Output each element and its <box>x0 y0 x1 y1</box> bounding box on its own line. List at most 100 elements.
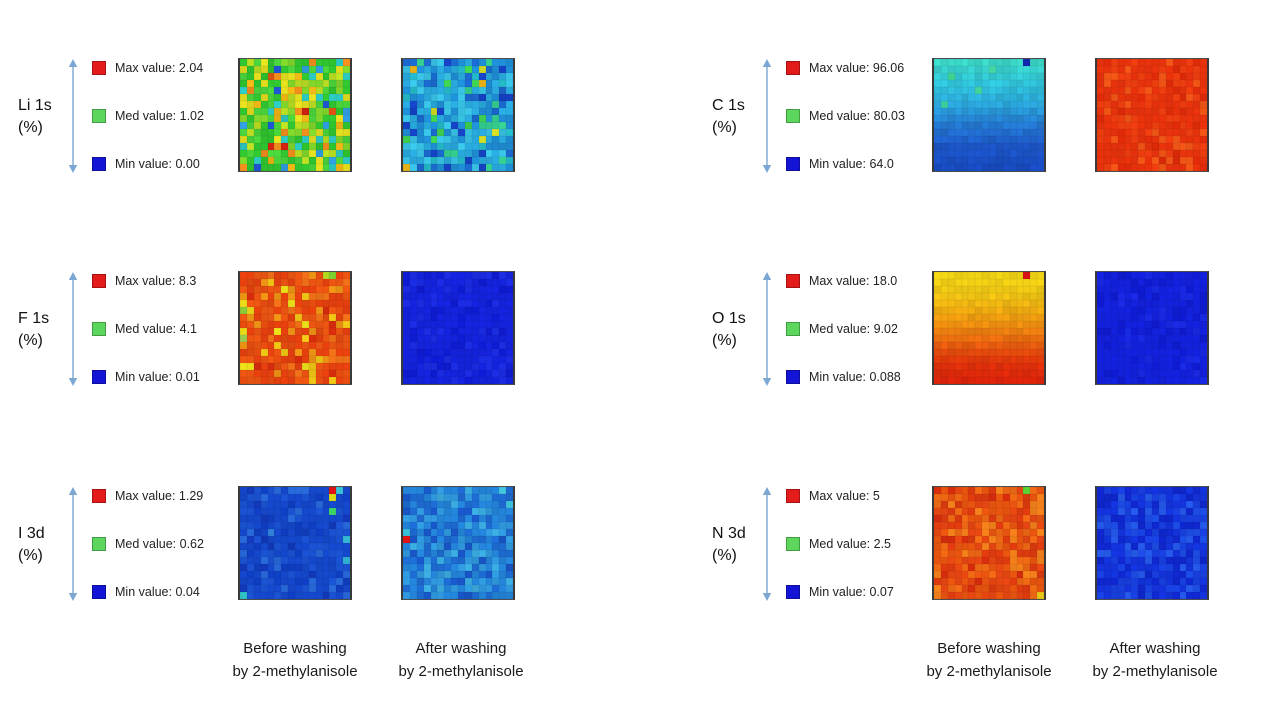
heatmap-cell <box>485 377 493 384</box>
heatmap-cell <box>1200 122 1207 129</box>
heatmap-cell <box>437 564 445 571</box>
heatmap-cell <box>471 286 479 293</box>
heatmap-cell <box>336 307 344 314</box>
heatmap-cell <box>1158 508 1166 515</box>
heatmap-cell <box>506 164 513 171</box>
heatmap-cell <box>954 66 962 73</box>
heatmap-cell <box>329 550 337 557</box>
heatmap-cell <box>1179 286 1187 293</box>
heatmap-cell <box>1009 356 1017 363</box>
heatmap-cell <box>1117 143 1125 150</box>
heatmap-cell <box>423 592 431 599</box>
heatmap-cell <box>968 363 976 370</box>
heatmap-cell <box>478 73 486 80</box>
heatmap-cell <box>409 80 417 87</box>
heatmap-cell <box>274 87 282 94</box>
heatmap-cell <box>1186 508 1194 515</box>
heatmap-cell <box>982 501 989 508</box>
heatmap-cell <box>464 349 472 356</box>
heatmap-cell <box>989 550 996 557</box>
heatmap-cell <box>499 515 507 522</box>
heatmap-cell <box>1110 370 1118 377</box>
heatmap-cell <box>1200 157 1207 164</box>
heatmap-cell <box>308 129 316 136</box>
heatmap-cell <box>403 115 410 122</box>
heatmap-cell <box>253 342 261 349</box>
heatmap-cell <box>471 494 479 501</box>
heatmap-cell <box>1131 494 1139 501</box>
heatmap-cell <box>1179 143 1187 150</box>
heatmap-cell <box>1179 356 1187 363</box>
heatmap-cell <box>1145 342 1152 349</box>
heatmap-cell <box>975 80 983 87</box>
heatmap-cell <box>478 487 486 494</box>
heatmap-cell <box>403 129 410 136</box>
heatmap-cell <box>308 314 316 321</box>
heatmap-cell <box>343 349 350 356</box>
heatmap-cell <box>409 363 417 370</box>
heatmap-cell <box>281 108 289 115</box>
heatmap-cell <box>329 66 337 73</box>
heatmap-cell <box>308 164 316 171</box>
heatmap-cell <box>968 286 976 293</box>
heatmap-cell <box>1030 73 1038 80</box>
heatmap-cell <box>1002 370 1010 377</box>
heatmap-cell <box>253 578 261 585</box>
heatmap-cell <box>934 293 941 300</box>
heatmap-cell <box>1172 279 1180 286</box>
heatmap-cell <box>934 578 941 585</box>
heatmap-cell <box>968 529 976 536</box>
heatmap-cell <box>336 494 344 501</box>
heatmap-cell <box>492 342 500 349</box>
heatmap-cell <box>989 87 996 94</box>
heatmap-cell <box>322 307 330 314</box>
heatmap-cell <box>1002 73 1010 80</box>
heatmap-cell <box>940 136 948 143</box>
heatmap-cell <box>430 293 438 300</box>
legend-swatch-max <box>786 60 800 75</box>
heatmap-cell <box>301 363 309 370</box>
heatmap-cell <box>1172 543 1180 550</box>
heatmap-cell <box>1131 349 1139 356</box>
heatmap-cell <box>968 108 976 115</box>
heatmap-cell <box>423 293 431 300</box>
heatmap-cell <box>478 122 486 129</box>
heatmap-cell <box>444 150 452 157</box>
heatmap-cell <box>281 307 289 314</box>
heatmap-cell <box>1186 101 1194 108</box>
heatmap-cell <box>954 122 962 129</box>
heatmap-cell <box>301 508 309 515</box>
heatmap-cell <box>947 501 955 508</box>
heatmap-cell <box>1131 585 1139 592</box>
heatmap-cell <box>1016 356 1024 363</box>
heatmap-cell <box>403 307 410 314</box>
heatmap-cell <box>478 66 486 73</box>
heatmap-cell <box>1193 94 1201 101</box>
legend-swatch-min <box>92 369 106 384</box>
heatmap-cell <box>1097 529 1104 536</box>
heatmap-cell <box>281 157 289 164</box>
legend-item-med: Med value: 9.02 <box>786 321 898 336</box>
heatmap-cell <box>240 494 247 501</box>
heatmap-cell <box>1165 73 1173 80</box>
heatmap-cell <box>1030 557 1038 564</box>
heatmap-cell <box>1200 279 1207 286</box>
heatmap-cell <box>1016 515 1024 522</box>
heatmap-cell <box>336 363 344 370</box>
heatmap-cell <box>1117 508 1125 515</box>
heatmap-cell <box>1097 522 1104 529</box>
heatmap-cell <box>288 543 295 550</box>
heatmap-cell <box>274 592 282 599</box>
heatmap-cell <box>1110 59 1118 66</box>
heatmap-cell <box>246 342 254 349</box>
heatmap-cell <box>1165 108 1173 115</box>
heatmap-cell <box>975 356 983 363</box>
heatmap-cell <box>975 370 983 377</box>
heatmap-cell <box>982 80 989 87</box>
heatmap-cell <box>1186 543 1194 550</box>
heatmap-cell <box>968 87 976 94</box>
heatmap-cell <box>444 143 452 150</box>
heatmap-cell <box>1030 592 1038 599</box>
heatmap-cell <box>295 94 302 101</box>
heatmap-cell <box>1002 592 1010 599</box>
